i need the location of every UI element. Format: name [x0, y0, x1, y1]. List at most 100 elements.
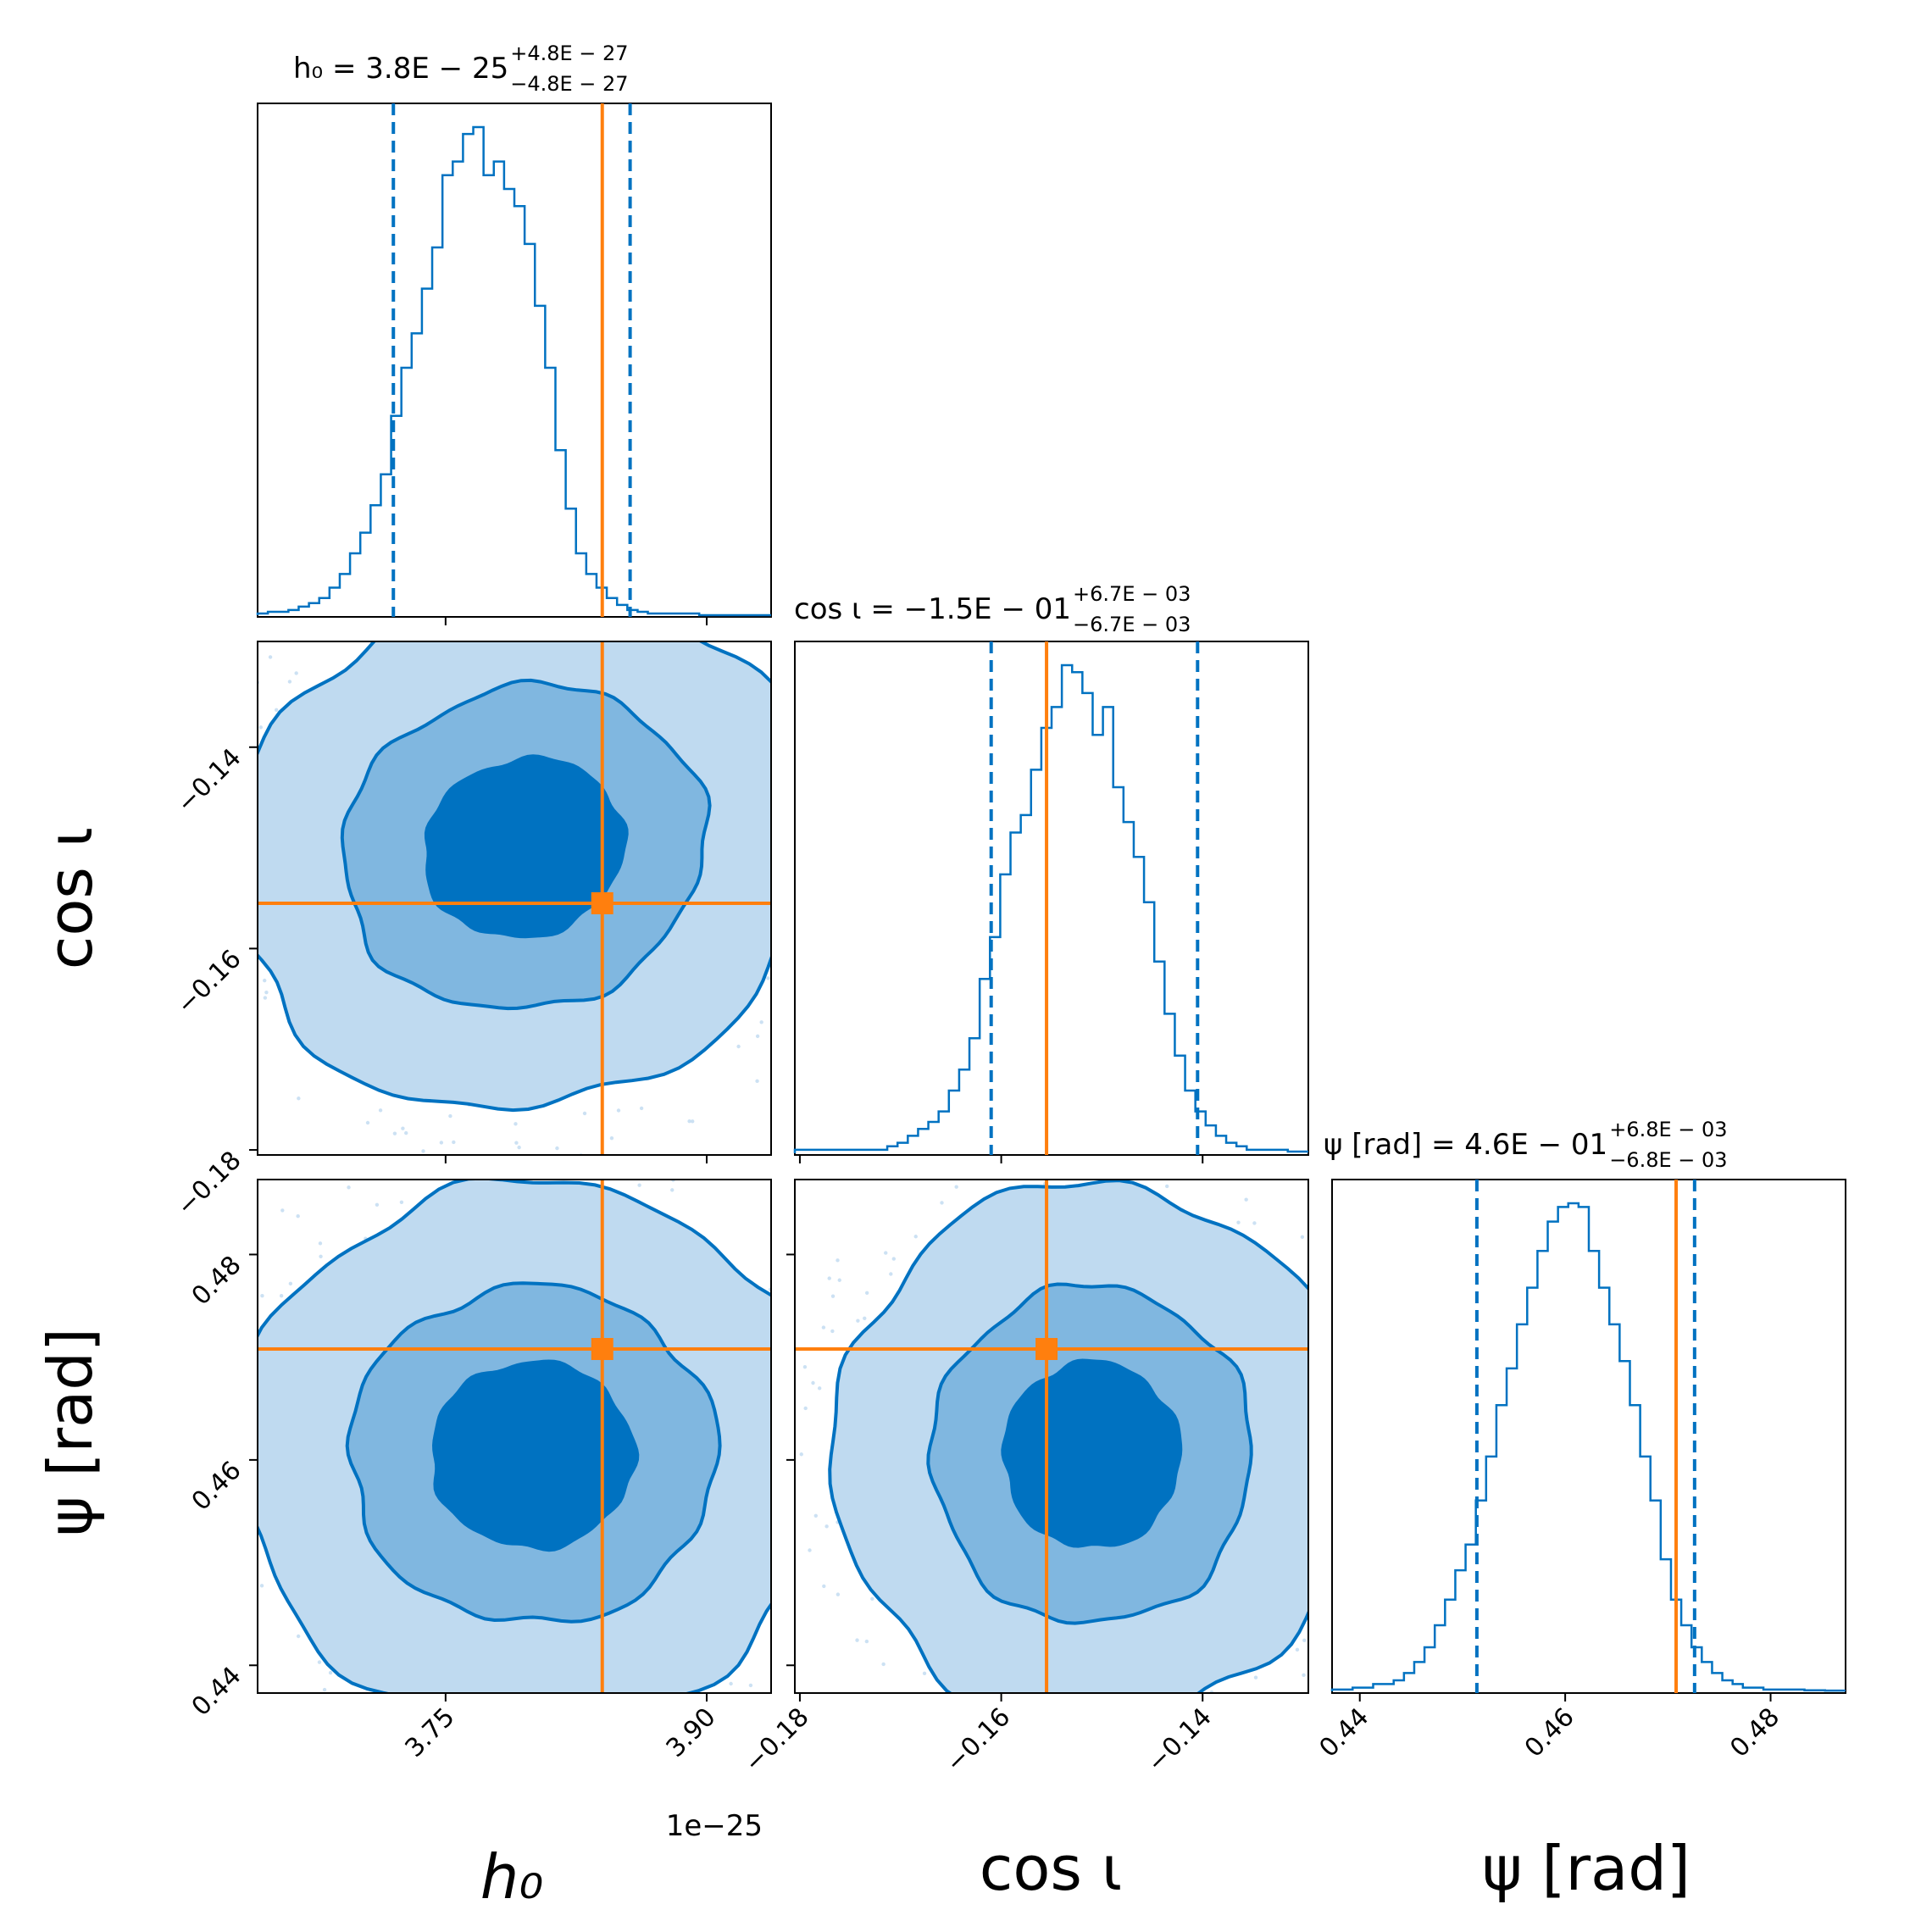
hist-panel-cosi: [793, 641, 1309, 1163]
contour-level-3-h0-psi: [431, 1359, 640, 1552]
hist-step-h0: [256, 125, 771, 617]
density-panel-cosi-psi: [786, 1179, 1309, 1702]
sample-point: [318, 1241, 323, 1246]
title-psi-sub: −6.8E − 03: [1609, 1148, 1727, 1172]
truth-marker-h0-psi: [591, 1337, 613, 1360]
sample-point: [799, 1452, 803, 1457]
sample-point: [582, 1111, 587, 1116]
sample-point: [1252, 1221, 1257, 1225]
sample-point: [399, 1200, 404, 1205]
hist-panel-h0: [256, 103, 772, 625]
sample-point: [404, 1130, 408, 1135]
sample-point: [401, 1126, 405, 1130]
sample-point: [881, 1662, 886, 1667]
sample-point: [821, 1325, 826, 1330]
sample-point: [378, 1108, 383, 1113]
sample-point: [421, 1149, 425, 1153]
hist-step-cosi: [793, 663, 1308, 1153]
sample-point: [616, 1108, 621, 1113]
panel-frame-h0-cosi: [257, 641, 772, 1156]
sample-point: [836, 1258, 840, 1263]
title-h0-sub: −4.8E − 27: [510, 72, 628, 96]
sample-point: [1165, 1184, 1169, 1189]
sample-point: [1300, 1235, 1305, 1240]
panel-frame-cosi-psi: [794, 1179, 1309, 1694]
sample-point: [294, 671, 298, 675]
density-panel-h0-cosi: [249, 641, 772, 1163]
sample-point: [822, 1584, 826, 1589]
sample-point: [258, 725, 263, 730]
sample-point: [452, 1140, 456, 1145]
sample-point: [288, 1281, 293, 1286]
sample-point: [855, 1638, 859, 1642]
sample-point: [639, 1106, 644, 1111]
sample-point: [1302, 1673, 1306, 1677]
sample-point: [260, 1293, 264, 1298]
sample-point: [759, 1020, 763, 1024]
sample-point: [687, 1119, 691, 1124]
title-psi: ψ [rad] = 4.6E − 01: [1324, 1128, 1607, 1162]
xlabel-h0: h₀: [480, 1841, 544, 1913]
sample-point: [514, 1122, 518, 1126]
sample-point: [748, 1683, 753, 1688]
sample-point: [808, 1548, 812, 1552]
sample-point: [766, 976, 770, 980]
sample-point: [922, 1671, 927, 1676]
sample-point: [279, 1294, 284, 1298]
sample-point: [328, 1670, 333, 1675]
sample-point: [891, 1257, 897, 1261]
sample-point: [264, 990, 269, 995]
xoffset-h0: 1e−25: [666, 1809, 763, 1843]
sample-point: [347, 1185, 351, 1190]
sample-point: [755, 1079, 759, 1084]
sample-point: [439, 1141, 444, 1145]
density-panel-h0-psi: [249, 1179, 772, 1702]
sample-point: [870, 1596, 874, 1602]
sample-point: [280, 1208, 285, 1213]
sample-point: [514, 1141, 519, 1145]
ylabel-cosi: cos ι: [35, 827, 106, 969]
sample-point: [637, 1183, 641, 1187]
sample-point: [830, 1329, 835, 1334]
truth-marker-cosi-psi: [1035, 1337, 1058, 1360]
sample-point: [836, 1592, 841, 1596]
sample-point: [755, 1034, 760, 1039]
title-cosi-sup: +6.7E − 03: [1073, 582, 1191, 606]
title-cosi: cos ι = −1.5E − 01: [794, 592, 1071, 626]
sample-point: [690, 1119, 695, 1124]
ylabel-psi: ψ [rad]: [35, 1328, 106, 1536]
sample-point: [864, 1639, 869, 1644]
sample-point: [864, 1291, 869, 1295]
sample-point: [517, 1145, 521, 1150]
sample-point: [555, 1146, 559, 1151]
sample-point: [913, 1235, 918, 1239]
sample-point: [1302, 1638, 1307, 1642]
sample-point: [884, 1251, 888, 1255]
sample-point: [940, 1201, 944, 1205]
hist-panel-psi: [1330, 1179, 1846, 1702]
sample-point: [856, 1319, 860, 1323]
title-cosi-sub: −6.7E − 03: [1073, 613, 1191, 636]
sample-point: [736, 1044, 741, 1049]
sample-point: [803, 1406, 808, 1411]
sample-point: [1253, 1675, 1258, 1679]
sample-point: [954, 1185, 958, 1189]
sample-point: [824, 1524, 829, 1529]
sample-point: [274, 708, 279, 713]
sample-point: [889, 1272, 893, 1276]
panel-frame-h0-h0: [257, 103, 772, 618]
sample-point: [837, 1278, 841, 1282]
title-h0-sup: +4.8E − 27: [510, 42, 628, 65]
hist-step-psi: [1330, 1202, 1846, 1692]
title-h0: h₀ = 3.8E − 25: [293, 52, 508, 86]
panel-frame-psi-psi: [1331, 1179, 1846, 1694]
sample-point: [448, 1113, 452, 1119]
sample-point: [802, 1364, 808, 1369]
xlabel-psi: ψ [rad]: [1482, 1833, 1690, 1904]
sample-point: [296, 1634, 301, 1639]
sample-point: [392, 1131, 397, 1135]
sample-point: [827, 1276, 831, 1280]
panel-frame-h0-psi: [257, 1179, 772, 1694]
sample-point: [1295, 1647, 1300, 1652]
